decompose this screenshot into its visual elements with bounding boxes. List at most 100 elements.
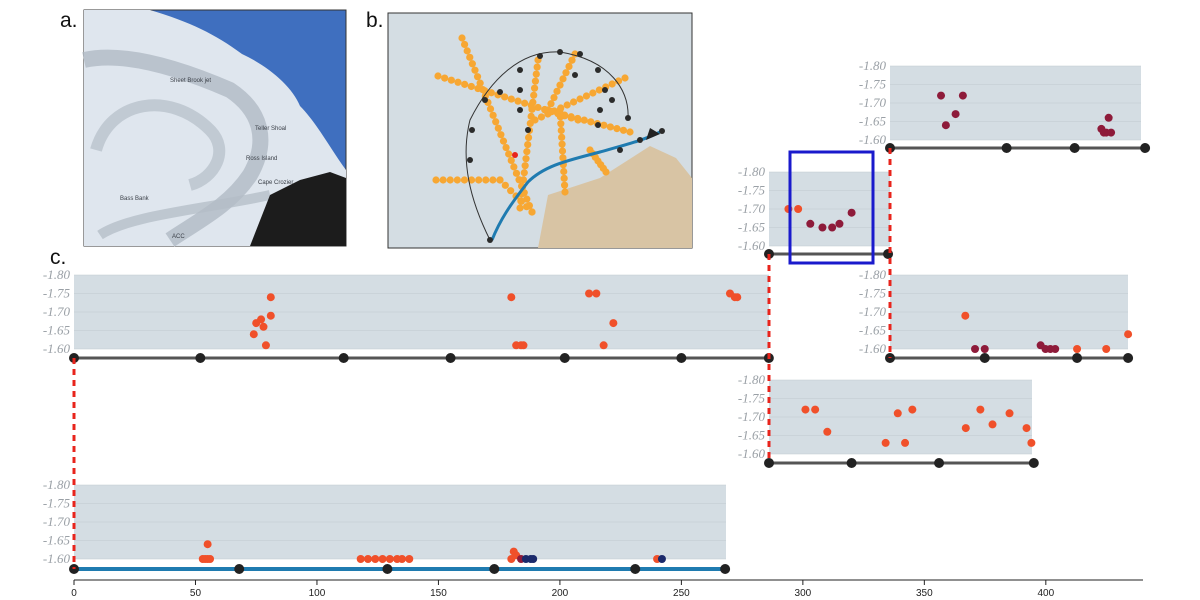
- map-b-track-dot: [460, 40, 469, 49]
- map-b-track-dot: [528, 208, 536, 216]
- data-point: [828, 223, 837, 232]
- strip-node: [445, 353, 456, 363]
- strip-y-tick-label: -1.75: [859, 77, 887, 92]
- map-b-station: [557, 49, 563, 55]
- map-b-track-dot: [507, 187, 515, 195]
- map-a-label-3: Bass Bank: [120, 196, 150, 202]
- strip-y-tick-label: -1.75: [859, 286, 887, 301]
- data-point: [261, 341, 270, 350]
- map-b-track-dot: [626, 128, 634, 136]
- map-b-track-dot: [507, 95, 515, 103]
- data-point: [908, 405, 917, 414]
- map-b-track-dot: [454, 78, 462, 86]
- map-b-track-dot: [502, 143, 510, 152]
- map-b-track-dot: [523, 203, 531, 211]
- map-a-flow-3: [97, 190, 272, 240]
- map-b-track-dot: [558, 147, 567, 155]
- map-b-track-dot: [476, 79, 484, 87]
- map-b-track-dot: [461, 80, 469, 88]
- map-b-station-path: [465, 51, 629, 241]
- strip-y-tick-label: -1.60: [859, 341, 887, 356]
- map-b-track-dot: [580, 116, 588, 124]
- data-point: [961, 424, 970, 433]
- map-b-track-dot: [553, 87, 561, 95]
- strip-node: [764, 458, 774, 468]
- strip-node: [234, 564, 245, 574]
- map-b-direction-arrow: [646, 128, 660, 140]
- strip-y-tick-label: -1.65: [43, 533, 71, 548]
- strip-y-tick-label: -1.75: [43, 496, 71, 511]
- data-point: [811, 405, 820, 414]
- map-b-land: [538, 146, 692, 248]
- data-point: [363, 555, 372, 563]
- map-a-label-2: Teller Shoal: [255, 126, 286, 132]
- map-b-track-dot: [519, 176, 528, 184]
- map-b-track-dot: [541, 106, 549, 114]
- map-b-track-dot: [531, 116, 539, 124]
- data-point: [585, 289, 594, 298]
- map-b-station: [625, 115, 631, 121]
- map-b-track-dot: [533, 63, 541, 71]
- map-b-track-dot: [524, 140, 532, 149]
- map-b-track-dot: [547, 108, 556, 116]
- map-b-track-dot: [496, 176, 504, 184]
- map-b-station: [467, 157, 473, 163]
- map-b-track-dot: [489, 111, 497, 119]
- data-point: [203, 540, 212, 549]
- map-b-track-dot: [529, 98, 537, 106]
- strip-node: [1001, 143, 1012, 153]
- strip-connectors: [72, 148, 892, 569]
- data-point: [961, 311, 970, 320]
- map-b-track-dot: [446, 176, 454, 184]
- panel-label-c: c.: [50, 246, 66, 269]
- data-point: [371, 555, 380, 563]
- map-b-track-dot: [487, 89, 495, 97]
- strip-1: -1.80 -1.75 -1.70 -1.65 -1.60: [43, 267, 774, 363]
- data-point: [893, 409, 902, 418]
- data-point: [266, 293, 275, 302]
- data-point: [937, 91, 946, 100]
- strip-y-tick-label: -1.80: [859, 267, 887, 282]
- strip-y-tick-label: -1.70: [738, 201, 766, 216]
- strip-charts: -1.80 -1.75 -1.70 -1.65 -1.60 -1.80 -1.75 -1.70…: [43, 58, 1151, 574]
- map-b-track-dot: [557, 120, 565, 128]
- data-point: [385, 555, 394, 563]
- strip-y-tick-label: -1.65: [43, 323, 71, 338]
- map-b-station: [577, 51, 583, 57]
- map-b-track-dot: [587, 118, 595, 126]
- map-b-track-dot: [466, 53, 474, 61]
- map-b-station: [517, 67, 523, 73]
- map-b-track-dot: [606, 123, 614, 131]
- strip-3: -1.80 -1.75 -1.70 -1.65 -1.60: [738, 164, 894, 259]
- map-b-track-dot: [523, 148, 531, 156]
- map-b-track-dot: [600, 121, 608, 129]
- map-b-track-dot: [475, 176, 483, 184]
- data-point: [592, 289, 601, 298]
- map-b-track-dot: [608, 80, 616, 88]
- highlight-box: [788, 150, 875, 265]
- map-b-station: [497, 89, 503, 95]
- strip-node: [846, 458, 857, 468]
- data-point: [609, 319, 618, 328]
- strip-y-tick-label: -1.70: [43, 514, 71, 529]
- strip-y-tick-label: -1.80: [43, 477, 71, 492]
- data-point: [405, 555, 414, 563]
- map-b-track-dot: [467, 82, 475, 91]
- map-b-station: [517, 87, 523, 93]
- data-point: [529, 555, 538, 563]
- map-b-track-dot: [556, 106, 564, 114]
- map-b-track-dot: [602, 168, 610, 176]
- map-b-track-dot: [512, 169, 521, 177]
- data-point: [733, 293, 742, 302]
- data-point: [806, 219, 815, 228]
- map-b-track-dot: [523, 195, 531, 203]
- map-b-track-dot: [530, 91, 538, 99]
- map-b-track-dot: [432, 176, 440, 184]
- map-b-track-dot: [560, 181, 569, 189]
- map-b-track-dot: [499, 137, 508, 145]
- data-point: [901, 438, 910, 447]
- strip-y-tick-label: -1.60: [738, 446, 766, 461]
- strip-node: [1028, 458, 1039, 468]
- map-b-track-dot: [524, 133, 533, 142]
